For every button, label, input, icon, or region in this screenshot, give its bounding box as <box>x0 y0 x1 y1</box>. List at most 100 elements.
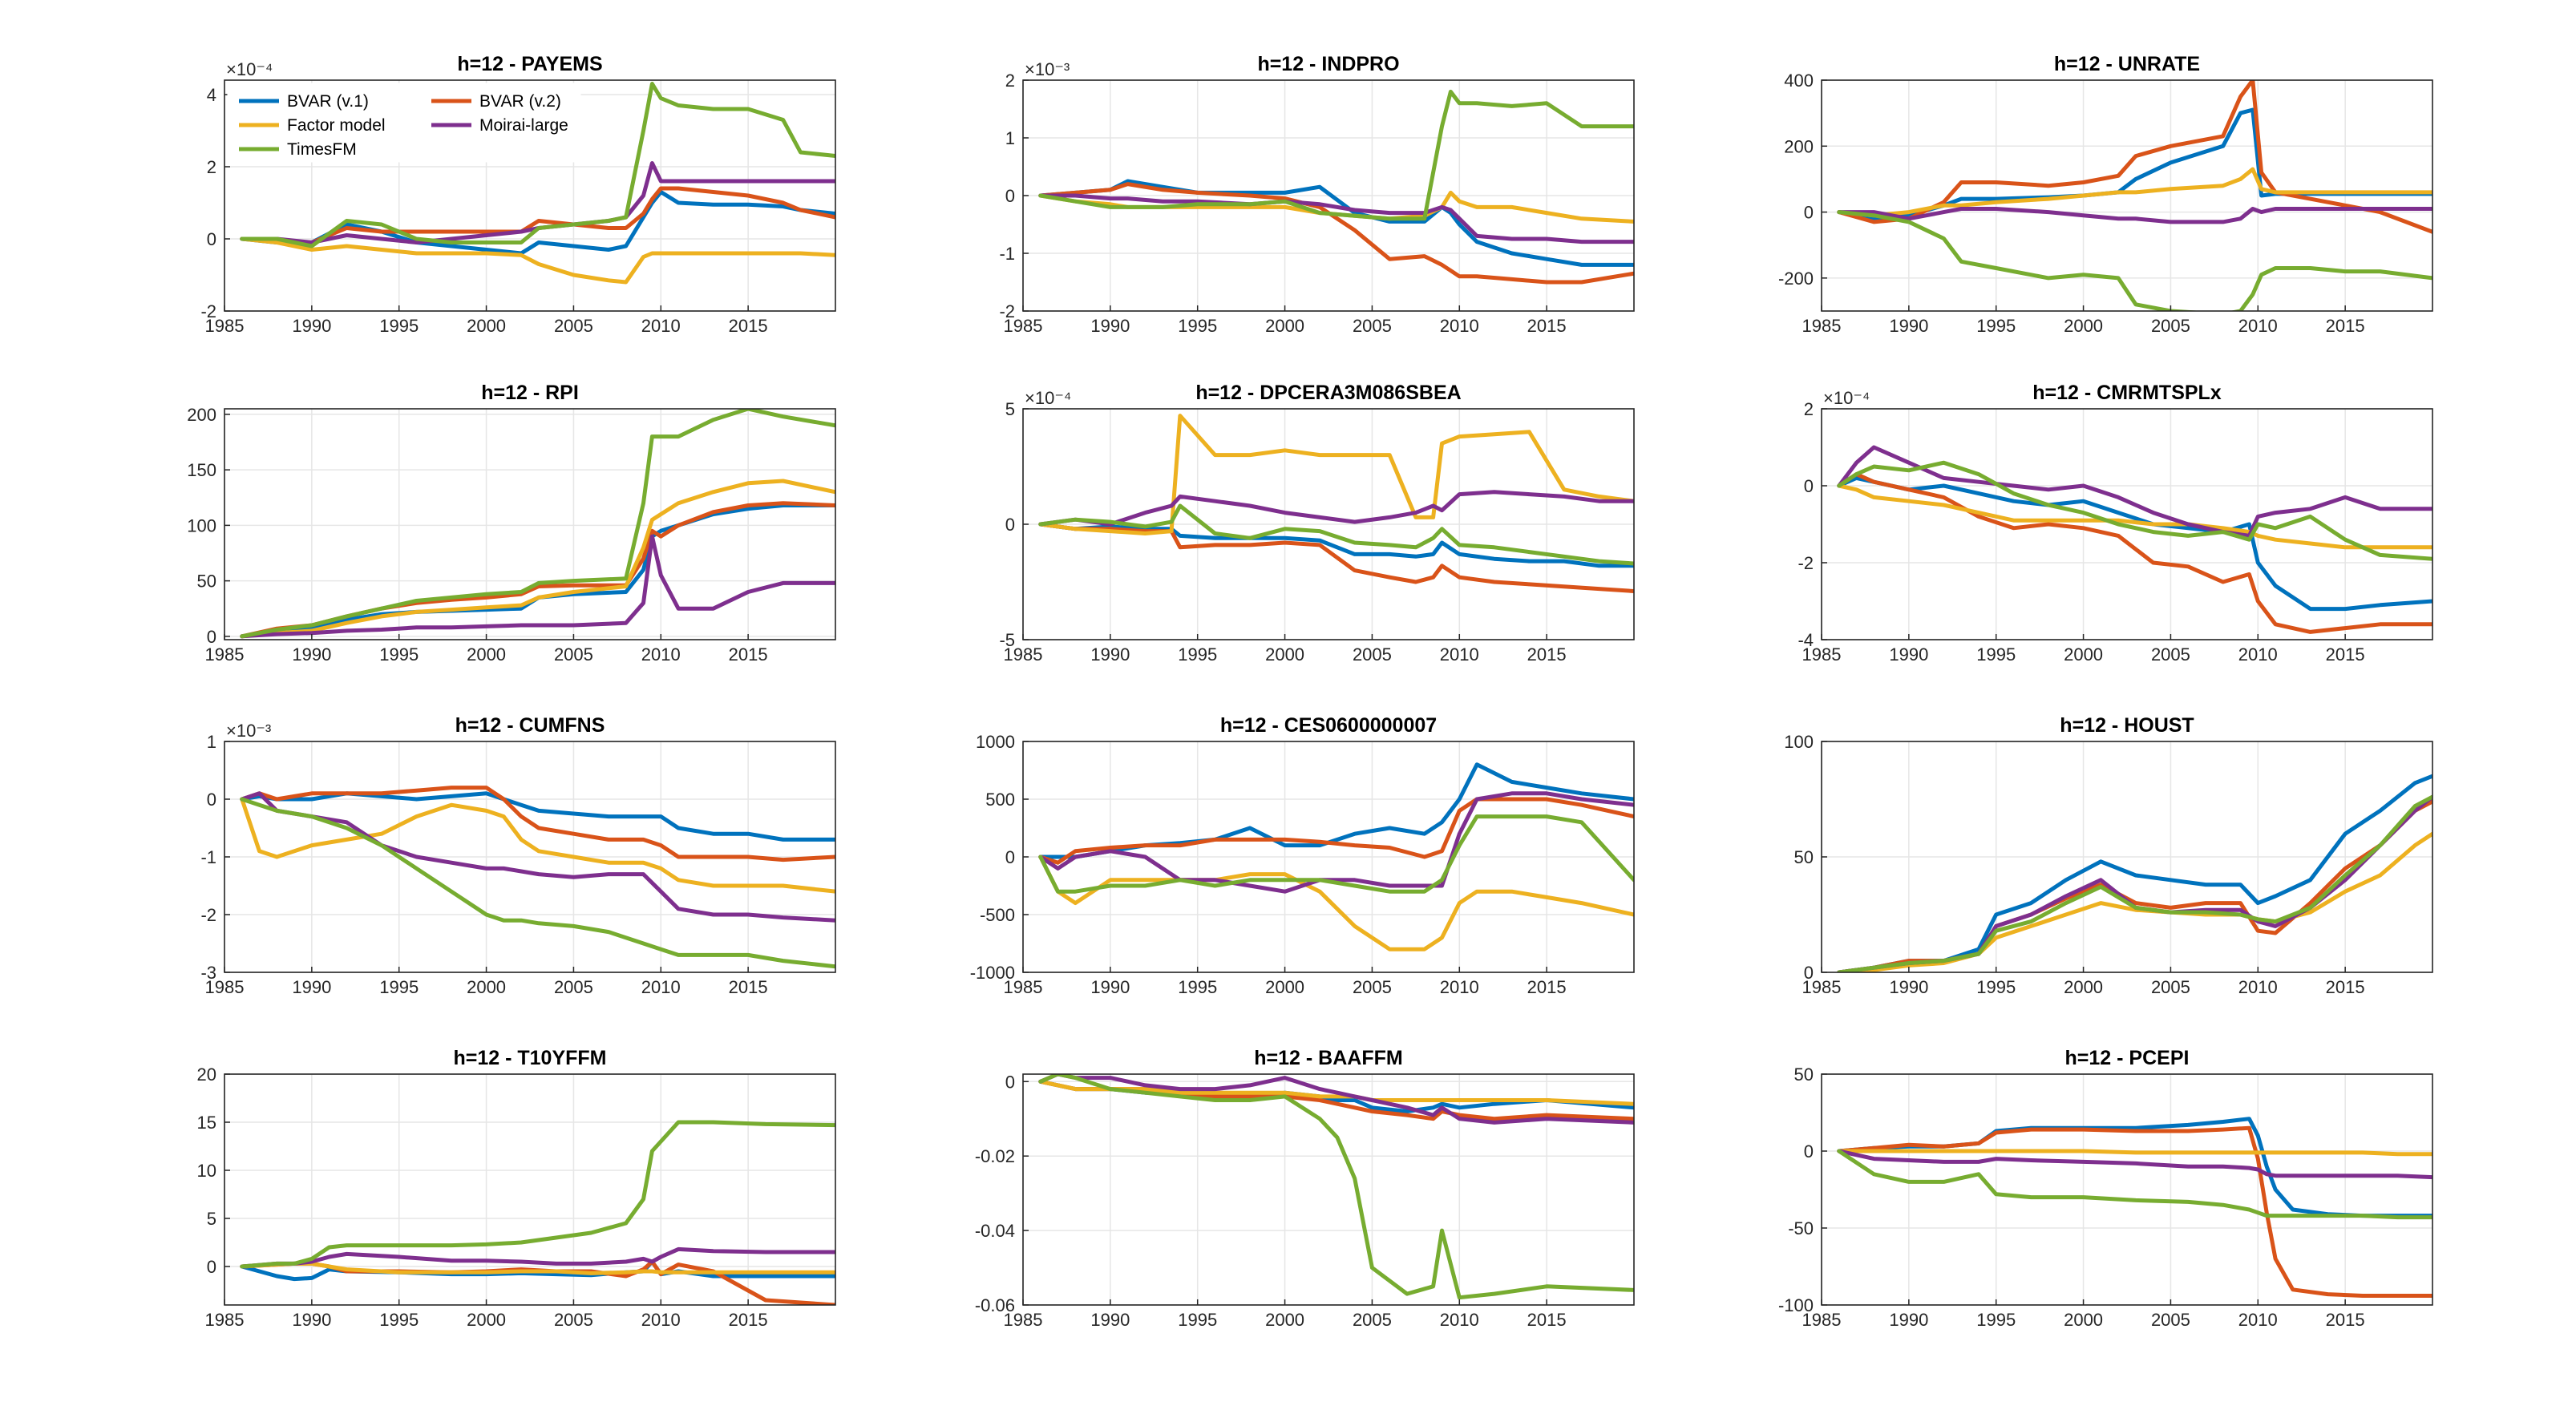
y-tick-label: -0.02 <box>975 1146 1015 1166</box>
subplot-10: 1985 1990 1995 2000 2005 2010 2015 0 5 10 15 20 h=12… <box>197 1047 836 1330</box>
y-tick-label: 4 <box>207 85 216 105</box>
x-tick-label: 1990 <box>292 644 331 665</box>
x-tick-label: 2005 <box>2151 977 2190 997</box>
x-tick-label: 2010 <box>1440 316 1479 336</box>
y-tick-label: -500 <box>980 905 1015 925</box>
x-tick-label: 2000 <box>467 1310 506 1330</box>
x-tick-label: 1985 <box>1004 977 1043 997</box>
series-line-bvar-v-1 <box>1038 522 1634 568</box>
x-tick-label: 2010 <box>2238 644 2278 665</box>
x-tick-label: 1985 <box>205 977 245 997</box>
y-tick-label: -4 <box>1798 630 1814 650</box>
subplot-11: 1985 1990 1995 2000 2005 2010 2015 -0.06 -0.04 -0… <box>975 1047 1635 1330</box>
x-tick-label: 1990 <box>1090 977 1130 997</box>
x-tick-label: 2005 <box>1353 644 1392 665</box>
axes-box <box>224 1073 836 1306</box>
x-tick-label: 1990 <box>1090 316 1130 336</box>
x-tick-label: 2000 <box>2064 316 2103 336</box>
x-tick-label: 1990 <box>1889 977 1928 997</box>
series-line-timesfm <box>1837 1149 2432 1220</box>
y-tick-label: -2 <box>200 301 216 321</box>
y-tick-label: 50 <box>1794 847 1814 867</box>
axis-multiplier: ×10⁻³ <box>226 721 271 741</box>
y-tick-label: -1 <box>200 847 216 867</box>
x-tick-label: 2000 <box>1265 1310 1304 1330</box>
series-line-timesfm <box>1038 89 1634 221</box>
series-line-timesfm <box>1038 814 1634 894</box>
series-line-timesfm <box>240 82 835 248</box>
x-tick-label: 1995 <box>1178 316 1217 336</box>
subplot-8: 1985 1990 1995 2000 2005 2010 2015 -1000 -500 0 50… <box>970 714 1635 997</box>
x-tick-label: 2005 <box>1353 316 1392 336</box>
x-tick-label: 2000 <box>467 644 506 665</box>
x-tick-label: 1995 <box>379 977 419 997</box>
series-line-moirai-large <box>1837 207 2432 224</box>
series-line-moirai-large <box>1038 193 1634 244</box>
y-tick-label: 15 <box>197 1113 216 1133</box>
y-tick-label: -2 <box>1798 553 1814 573</box>
y-tick-label: 0 <box>1005 847 1015 867</box>
series-line-timesfm <box>240 797 835 969</box>
y-tick-label: -1000 <box>970 963 1015 983</box>
plot-area <box>1822 1074 2432 1305</box>
x-tick-label: 1995 <box>1976 1310 2016 1330</box>
series-group <box>1837 445 2432 634</box>
y-tick-label: 0 <box>207 229 216 249</box>
subplot-title: h=12 - HOUST <box>2060 714 2194 737</box>
series-group <box>240 1120 835 1305</box>
series-line-moirai-large <box>1837 445 2432 538</box>
x-tick-label: 2010 <box>1440 977 1479 997</box>
series-group <box>1038 414 1634 593</box>
subplot-title: h=12 - CUMFNS <box>455 714 605 737</box>
series-line-bvar-v-2 <box>1837 472 2432 634</box>
legend-label: Moirai-large <box>479 116 568 135</box>
axis-multiplier: ×10⁻⁴ <box>1823 388 1870 408</box>
y-tick-label: 0 <box>207 790 216 810</box>
series-group <box>1837 774 2432 972</box>
x-tick-label: 1985 <box>1802 977 1842 997</box>
y-tick-label: 0 <box>1005 515 1015 535</box>
subplot-4: 1985 1990 1995 2000 2005 2010 2015 0 50 100 150 200… <box>187 382 836 665</box>
x-tick-label: 2005 <box>554 977 593 997</box>
series-group <box>240 786 835 969</box>
series-line-moirai-large <box>240 1246 835 1269</box>
x-tick-label: 2005 <box>2151 316 2190 336</box>
subplot-7: 1985 1990 1995 2000 2005 2010 2015 -3 -2 -1 0 1 ×10⁻… <box>200 714 836 997</box>
series-line-timesfm <box>1837 794 2432 972</box>
y-tick-label: 5 <box>1005 399 1015 419</box>
series-line-bvar-v-2 <box>240 186 835 244</box>
subplot-title: h=12 - CMRMTSPLx <box>2032 382 2222 404</box>
x-tick-label: 1995 <box>379 316 419 336</box>
series-line-factor-model <box>1038 854 1634 951</box>
series-group <box>1038 1074 1634 1300</box>
legend-label: BVAR (v.1) <box>287 92 369 111</box>
series-line-moirai-large <box>1038 490 1634 527</box>
y-tick-label: 200 <box>1784 136 1814 156</box>
series-line-bvar-v-2 <box>1837 1125 2432 1298</box>
x-tick-label: 2000 <box>2064 977 2103 997</box>
x-tick-label: 2015 <box>729 977 768 997</box>
series-line-factor-model <box>240 797 835 894</box>
y-tick-label: -100 <box>1778 1295 1814 1315</box>
y-tick-label: 20 <box>197 1065 216 1085</box>
x-tick-label: 1995 <box>1178 1310 1217 1330</box>
y-tick-label: 1 <box>207 732 216 752</box>
y-tick-label: -3 <box>200 963 216 983</box>
y-tick-label: 400 <box>1784 71 1814 91</box>
x-tick-label: 2000 <box>1265 644 1304 665</box>
x-tick-label: 1995 <box>1976 644 2016 665</box>
x-tick-label: 2005 <box>1353 1310 1392 1330</box>
series-line-timesfm <box>1038 503 1634 566</box>
x-tick-label: 2015 <box>1527 316 1567 336</box>
legend-label: TimesFM <box>287 140 357 159</box>
x-tick-label: 2005 <box>554 644 593 665</box>
subplot-title: h=12 - PAYEMS <box>457 53 602 75</box>
series-line-timesfm <box>1837 460 2432 561</box>
x-tick-label: 1990 <box>1889 1310 1928 1330</box>
x-tick-label: 1985 <box>1802 644 1842 665</box>
x-tick-label: 2015 <box>2326 1310 2365 1330</box>
subplot-title: h=12 - DPCERA3M086SBEA <box>1195 382 1461 404</box>
x-tick-label: 1985 <box>1004 1310 1043 1330</box>
x-tick-label: 1990 <box>1090 1310 1130 1330</box>
